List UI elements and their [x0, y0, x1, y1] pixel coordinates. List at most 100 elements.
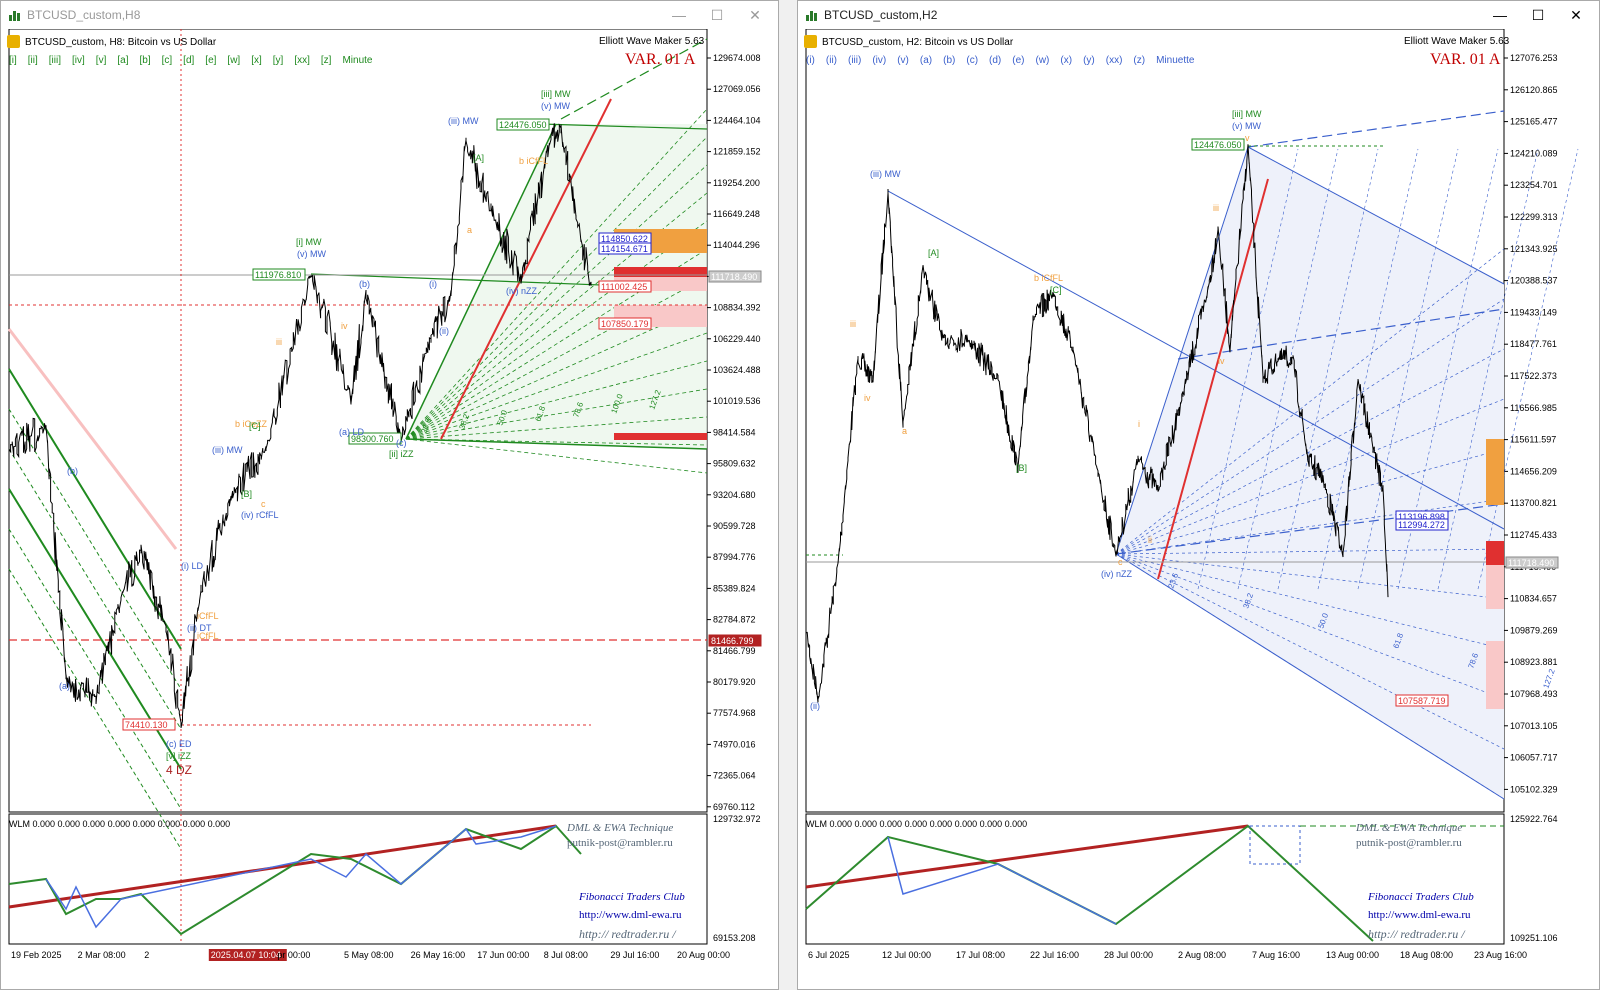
wave-degree-button[interactable]: [a] [117, 55, 129, 66]
wave-degree-button[interactable]: [iv] [72, 55, 85, 66]
price-tick-label: 107968.493 [1510, 689, 1558, 699]
time-tick-label: 6 Jul 2025 [808, 950, 850, 960]
wave-degree-button[interactable]: (v) [897, 55, 909, 66]
wave-degree-button[interactable]: [c] [161, 55, 173, 66]
window-title: BTCUSD_custom,H2 [824, 8, 938, 22]
price-box-label: 111718.490 [711, 272, 757, 282]
window-titlebar[interactable]: BTCUSD_custom,H2 — ☐ ✕ [798, 1, 1599, 29]
wave-degree-button[interactable]: (a) [919, 55, 933, 66]
time-tick-label: 2025.04.07 10:04 [211, 950, 281, 960]
close-icon[interactable]: ✕ [1570, 7, 1582, 23]
channel-line [8, 368, 182, 650]
price-tick-label: 107013.105 [1510, 721, 1558, 731]
wave-label: iv [864, 393, 871, 403]
price-tick-label: 108834.392 [713, 303, 761, 313]
target-zone [1486, 541, 1504, 565]
price-tick-label: 82784.872 [713, 615, 756, 625]
time-tick-label: 23 Aug 16:00 [1474, 950, 1527, 960]
channel-line [1115, 553, 1505, 800]
wave-degree-button[interactable]: [e] [205, 55, 217, 66]
price-chart-svg[interactable]: 129674.008 127069.056 124464.104 121859.152… [1, 29, 778, 989]
maximize-icon[interactable]: ☐ [710, 7, 724, 23]
wave-degree-button[interactable]: (b) [943, 55, 956, 66]
fib-fan-line [405, 276, 708, 440]
wave-degree-button[interactable]: (z) [1133, 55, 1146, 66]
chart-area[interactable]: 127076.253 126120.865 125165.477 124210.089… [798, 29, 1599, 989]
maximize-icon[interactable]: ☐ [1531, 7, 1545, 23]
fib-fan-line [1115, 448, 1505, 555]
time-tick-label: pr 00:00 [277, 950, 310, 960]
wave-label: (b) [359, 279, 370, 289]
time-tick-label: 17 Jul 08:00 [956, 950, 1005, 960]
wave-degree-button[interactable]: [iii] [48, 55, 62, 66]
minimize-icon[interactable]: — [1493, 7, 1507, 23]
time-tick-label: 2 Mar 08:00 [78, 950, 126, 960]
chart-window-h2[interactable]: BTCUSD_custom,H2 — ☐ ✕ 127076.253 126120.… [797, 0, 1600, 990]
close-icon[interactable]: ✕ [749, 7, 761, 23]
chart-window-h8[interactable]: BTCUSD_custom,H8 — ☐ ✕ 129674.008 127069.… [0, 0, 779, 990]
minimize-icon[interactable]: — [672, 7, 686, 23]
price-tick-label: 81466.799 [713, 646, 756, 656]
wave-degree-button[interactable]: (xx) [1105, 55, 1123, 66]
credit-text: http:// redtrader.ru / [579, 927, 676, 941]
fib-fan-line [405, 220, 708, 440]
wlm-series [45, 825, 557, 929]
wave-label: (c) ED [166, 739, 192, 749]
price-tick-label: 123254.701 [1510, 180, 1558, 190]
wave-degree-button[interactable]: [b] [139, 55, 151, 66]
window-titlebar[interactable]: BTCUSD_custom,H8 — ☐ ✕ [1, 1, 778, 29]
credit-text: http://www.dml-ewa.ru [1368, 909, 1471, 921]
wave-degree-button[interactable]: [d] [183, 55, 195, 66]
price-chart-svg[interactable]: 127076.253 126120.865 125165.477 124210.089… [798, 29, 1599, 989]
fib-fan-line [405, 304, 708, 440]
wave-degree-button[interactable]: (i) [806, 55, 815, 66]
wave-degree-button[interactable]: [v] [95, 55, 107, 66]
time-tick-label: 19 Feb 2025 [11, 950, 62, 960]
indicator-tick-label: 69153.208 [713, 933, 756, 943]
credit-text: putnik-post@rambler.ru [1356, 837, 1462, 849]
wave-degree-button[interactable]: [y] [272, 55, 284, 66]
wave-degree-button[interactable]: [i] [9, 55, 17, 66]
fib-fan-line [1115, 498, 1505, 555]
trend-line [1247, 110, 1505, 148]
wave-degree-button[interactable]: (iv) [872, 55, 887, 66]
target-zone [614, 267, 707, 277]
wave-degree-button[interactable]: (w) [1035, 55, 1050, 66]
price-tick-label: 121343.925 [1510, 244, 1558, 254]
wave-degree-button[interactable]: [xx] [294, 55, 310, 66]
wave-degree-button[interactable]: (c) [966, 55, 979, 66]
price-box [598, 242, 652, 255]
price-box-label: 111718.490 [1508, 558, 1554, 568]
chart-area[interactable]: 129674.008 127069.056 124464.104 121859.152… [1, 29, 778, 989]
price-box-label: 81466.799 [711, 636, 754, 646]
chart-icon [9, 9, 21, 21]
wave-label: (iv) nZZ [506, 286, 537, 296]
fib-fan-line [405, 108, 708, 440]
wave-degree-button[interactable]: [x] [251, 55, 262, 66]
wave-degree-button[interactable]: [ii] [27, 55, 38, 66]
time-tick-label: 2 Aug 08:00 [1178, 950, 1226, 960]
target-zone [1486, 565, 1504, 609]
price-tick-label: 80179.920 [713, 677, 756, 687]
price-tick-label: 77574.968 [713, 708, 756, 718]
price-box [598, 280, 652, 293]
wave-degree-button[interactable]: (y) [1083, 55, 1095, 66]
price-tick-label: 126120.865 [1510, 85, 1558, 95]
wave-degree-button[interactable]: (ii) [825, 55, 837, 66]
wave-degree-button[interactable]: (x) [1060, 55, 1073, 66]
price-tick-label: 110834.657 [1510, 594, 1557, 604]
channel-line [8, 448, 182, 730]
fib-fan-line [1115, 298, 1505, 555]
credit-text: putnik-post@rambler.ru [567, 837, 673, 849]
wave-label: (v) MW [297, 249, 326, 259]
wave-buttons: [i] [ii] [iii] [iv] [v] [a] [b] [c] [d] [e] [w] [x]… [9, 55, 383, 66]
wave-degree-button[interactable]: (iii) [848, 55, 862, 66]
wave-degree-button[interactable]: [w] [227, 55, 241, 66]
wave-degree-button[interactable]: [z] [320, 55, 332, 66]
wave-degree-button[interactable]: (d) [989, 55, 1002, 66]
time-tick-label: 29 Jul 16:00 [610, 950, 659, 960]
price-box-label: 107587.719 [1398, 696, 1446, 706]
chart-icon [806, 9, 818, 21]
fib-fan-line [405, 136, 708, 440]
wave-degree-button[interactable]: (e) [1012, 55, 1025, 66]
